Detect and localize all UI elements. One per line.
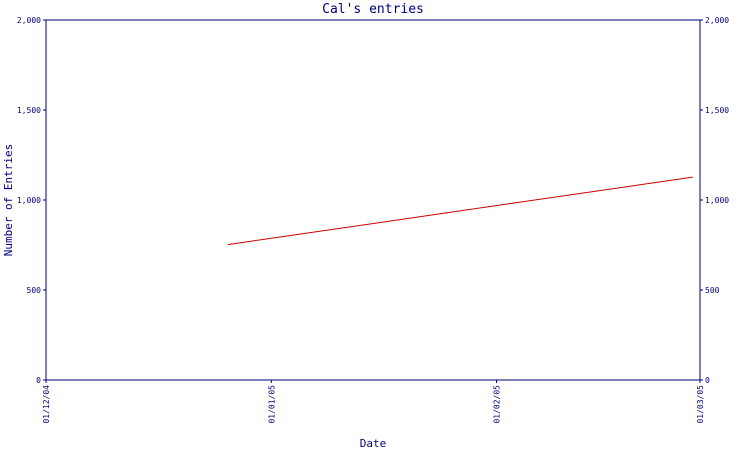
y-tick-label-right: 500 (705, 286, 720, 295)
y-tick-label-right: 0 (705, 376, 710, 385)
y-axis-label: Number of Entries (2, 144, 15, 257)
y-tick-label: 1,000 (17, 196, 41, 205)
series-layer (227, 176, 693, 246)
y-axis-right: 0 500 1,000 1,500 2,000 (700, 16, 729, 385)
y-tick-label-right: 1,500 (705, 106, 729, 115)
y-axis-left: 0 500 1,000 1,500 2,000 (17, 16, 46, 385)
x-axis: 01/12/04 01/01/05 01/02/05 01/03/05 (42, 380, 705, 424)
y-tick-label-right: 2,000 (705, 16, 729, 25)
chart-title: Cal's entries (322, 2, 424, 17)
y-tick-label: 1,500 (17, 106, 41, 115)
x-tick-label: 01/02/05 (493, 385, 502, 424)
y-tick-label-right: 1,000 (705, 196, 729, 205)
x-tick-label: 01/12/04 (42, 385, 51, 424)
x-tick-label: 01/03/05 (696, 385, 705, 424)
series-line (227, 176, 693, 246)
y-tick-label: 2,000 (17, 16, 41, 25)
x-tick-label: 01/01/05 (267, 385, 276, 424)
y-tick-label: 0 (36, 376, 41, 385)
x-axis-label: Date (360, 437, 387, 450)
plot-area (45, 19, 701, 381)
y-tick-label: 500 (27, 286, 42, 295)
